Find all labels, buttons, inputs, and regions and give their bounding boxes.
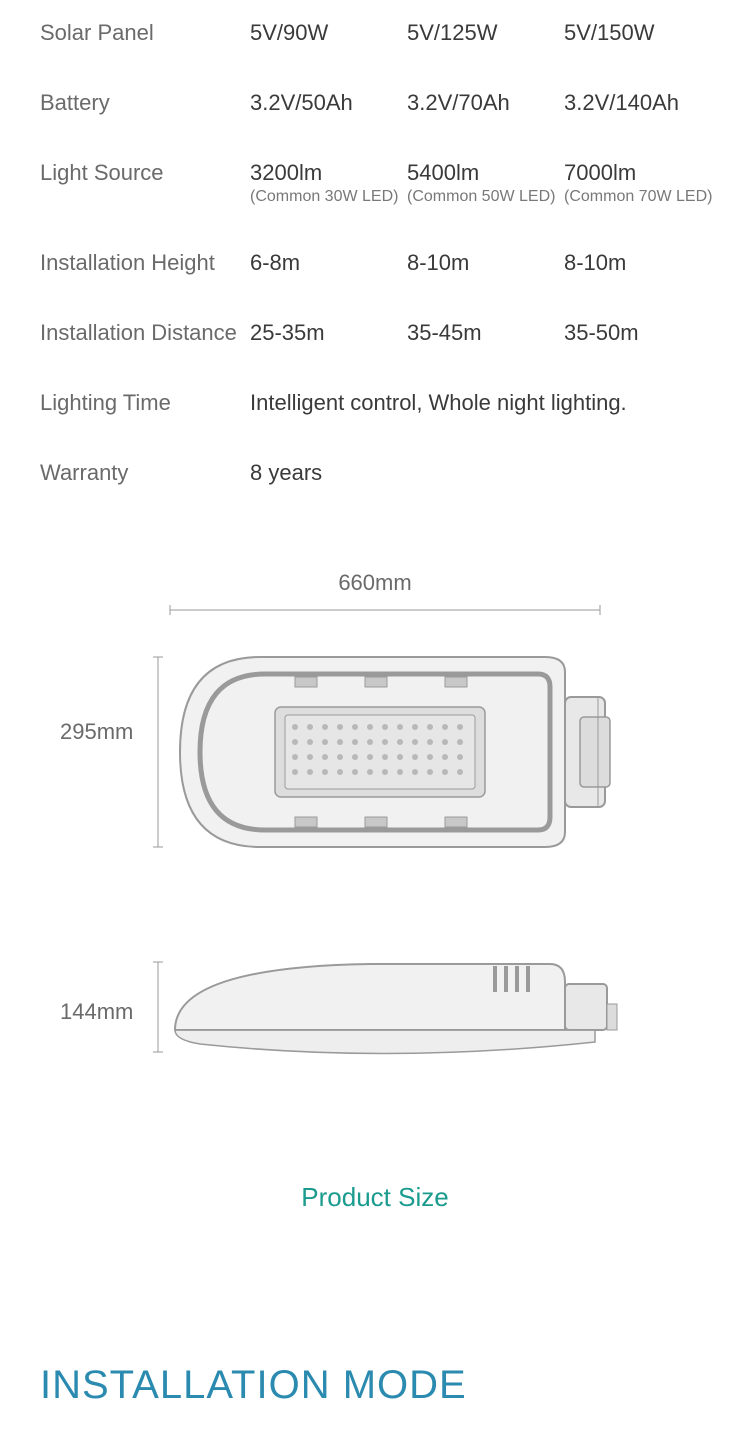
- label-lighting-time: Lighting Time: [40, 390, 250, 416]
- dimension-depth: 144mm: [60, 999, 150, 1025]
- label-light-source: Light Source: [40, 160, 250, 186]
- cell: 35-45m: [407, 320, 564, 346]
- cell: 5V/90W: [250, 20, 407, 46]
- cell: 3.2V/70Ah: [407, 90, 564, 116]
- cell-sub: (Common 30W LED): [250, 188, 407, 206]
- side-view-row: 144mm: [60, 952, 690, 1072]
- cell: 5V/150W: [564, 20, 721, 46]
- row-lighting-time: Lighting Time Intelligent control, Whole…: [40, 390, 710, 416]
- values-light-source: 3200lm (Common 30W LED) 5400lm (Common 5…: [250, 160, 721, 206]
- product-diagram: 660mm 295mm: [0, 530, 750, 1213]
- cell-sub: (Common 70W LED): [564, 188, 721, 206]
- cell: 3.2V/140Ah: [564, 90, 721, 116]
- dimension-height: 295mm: [60, 719, 150, 745]
- cell-sub: (Common 50W LED): [407, 188, 564, 206]
- row-light-source: Light Source 3200lm (Common 30W LED) 540…: [40, 160, 710, 206]
- top-view-row: 295mm: [60, 602, 690, 862]
- value-warranty: 8 years: [250, 460, 322, 486]
- cell: 6-8m: [250, 250, 407, 276]
- value-lighting-time: Intelligent control, Whole night lightin…: [250, 390, 627, 416]
- row-warranty: Warranty 8 years: [40, 460, 710, 486]
- label-warranty: Warranty: [40, 460, 250, 486]
- cell: 5V/125W: [407, 20, 564, 46]
- values-solar-panel: 5V/90W 5V/125W 5V/150W: [250, 20, 721, 46]
- label-install-height: Installation Height: [40, 250, 250, 276]
- values-battery: 3.2V/50Ah 3.2V/70Ah 3.2V/140Ah: [250, 90, 721, 116]
- cell: 8-10m: [564, 250, 721, 276]
- cell-main: 3200lm: [250, 160, 322, 185]
- label-battery: Battery: [40, 90, 250, 116]
- spec-table: Solar Panel 5V/90W 5V/125W 5V/150W Batte…: [0, 0, 750, 486]
- cell: 3200lm (Common 30W LED): [250, 160, 407, 206]
- cell-main: 5400lm: [407, 160, 479, 185]
- cell: 8-10m: [407, 250, 564, 276]
- row-install-distance: Installation Distance 25-35m 35-45m 35-5…: [40, 320, 710, 346]
- label-install-distance: Installation Distance: [40, 320, 250, 346]
- label-solar-panel: Solar Panel: [40, 20, 250, 46]
- values-install-height: 6-8m 8-10m 8-10m: [250, 250, 721, 276]
- row-solar-panel: Solar Panel 5V/90W 5V/125W 5V/150W: [40, 20, 710, 46]
- values-install-distance: 25-35m 35-45m 35-50m: [250, 320, 721, 346]
- side-view-svg: [150, 952, 630, 1072]
- top-view-svg: [150, 602, 630, 862]
- cell: 7000lm (Common 70W LED): [564, 160, 721, 206]
- cell: 25-35m: [250, 320, 407, 346]
- section-heading-installation: INSTALLATION MODE: [0, 1363, 750, 1408]
- row-battery: Battery 3.2V/50Ah 3.2V/70Ah 3.2V/140Ah: [40, 90, 710, 116]
- cell: 35-50m: [564, 320, 721, 346]
- product-size-caption: Product Size: [60, 1182, 690, 1213]
- cell-main: 7000lm: [564, 160, 636, 185]
- cell: 5400lm (Common 50W LED): [407, 160, 564, 206]
- dimension-width: 660mm: [60, 570, 690, 596]
- row-install-height: Installation Height 6-8m 8-10m 8-10m: [40, 250, 710, 276]
- cell: 3.2V/50Ah: [250, 90, 407, 116]
